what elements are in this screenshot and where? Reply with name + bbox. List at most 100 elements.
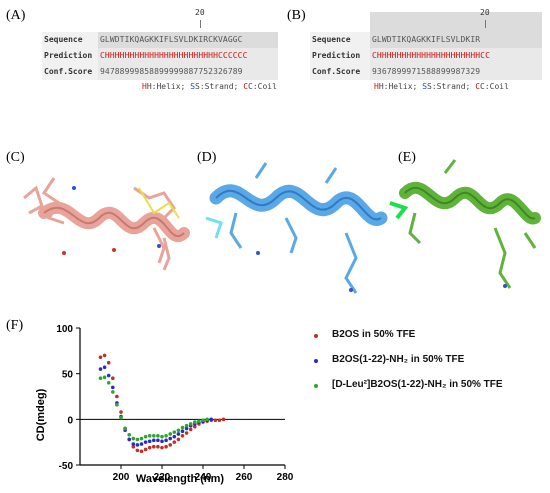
data-point: [123, 426, 127, 431]
legend-marker-d-leu2: [314, 384, 318, 388]
legend-entry-d-leu2: [D-Leu²]B2OS(1-22)-NH₂ in 50% TFE: [332, 379, 503, 390]
data-point: [131, 442, 136, 446]
data-point: [197, 419, 201, 423]
data-point: [143, 440, 148, 444]
chart-marks: [98, 353, 226, 454]
legend-marker-b2os-1-22: [314, 359, 318, 363]
data-point: [188, 427, 193, 432]
data-point: [184, 426, 189, 431]
legend-entry-b2os-1-22: B2OS(1-22)-NH₂ in 50% TFE: [332, 354, 465, 365]
data-point: [193, 420, 197, 424]
data-point: [156, 438, 160, 443]
y-tick-label: -50: [59, 461, 74, 472]
confidence-value: 94788999858899999887752326789: [98, 64, 278, 80]
data-point: [135, 437, 140, 442]
y-tick-label: 100: [56, 324, 73, 335]
structure-d-image: [205, 162, 388, 294]
data-point: [102, 375, 107, 380]
position-tick-mark: [485, 20, 486, 28]
prediction-value: CHHHHHHHHHHHHHHHHHHHHHHHCCCCCC: [98, 48, 278, 64]
data-point: [168, 432, 172, 436]
y-tick-label: 0: [67, 415, 73, 426]
row-label-confidence: Conf.Score: [310, 64, 370, 80]
data-point: [172, 434, 177, 439]
data-point: [106, 381, 111, 385]
data-point: [193, 424, 197, 429]
data-point: [143, 434, 148, 439]
data-point: [106, 373, 111, 378]
header-band: [98, 12, 278, 32]
data-point: [115, 402, 119, 407]
data-point: [176, 432, 181, 436]
data-point: [106, 360, 111, 365]
y-tick-label: 50: [62, 370, 74, 381]
data-point: [139, 442, 144, 446]
row-label-sequence: Sequence: [310, 32, 370, 48]
data-point: [147, 445, 152, 450]
data-point: [102, 353, 107, 358]
data-point: [180, 425, 185, 430]
structure-e-image: [389, 159, 541, 289]
data-point: [172, 440, 177, 444]
panel-label-e: (E): [398, 150, 416, 165]
data-point: [147, 439, 152, 444]
data-point: [135, 443, 140, 447]
data-point: [168, 443, 172, 447]
data-point: [180, 429, 185, 434]
row-label-prediction: Prediction: [42, 48, 98, 64]
header-band: [370, 12, 542, 32]
legend-coil: C:Coil: [480, 82, 509, 91]
legend-helix: H:Helix;: [146, 82, 186, 91]
data-point: [147, 433, 152, 438]
data-point: [127, 433, 131, 437]
prediction-panel-a: 20 Sequence GLWDTIKQAGKKIFLSVLDKIRCKVAGG…: [42, 8, 278, 92]
data-point: [160, 439, 164, 444]
data-point: [156, 433, 160, 438]
data-point: [164, 438, 168, 443]
data-point: [102, 365, 107, 370]
data-point: [131, 436, 136, 441]
data-point: [135, 448, 140, 453]
prediction-value: CHHHHHHHHHHHHHHHHHHHHHCC: [370, 48, 542, 64]
panel-label-c: (C): [6, 150, 25, 165]
legend-helix: H:Helix;: [378, 82, 418, 91]
data-point: [152, 433, 156, 438]
data-point: [176, 428, 181, 433]
data-point: [119, 410, 123, 414]
position-tick-label: 20: [195, 8, 205, 17]
panel-label-a: (A): [6, 8, 26, 23]
data-point: [172, 430, 177, 434]
panel-label-b: (B): [287, 8, 306, 23]
panel-label-f: (F): [6, 318, 24, 333]
data-point: [168, 436, 172, 441]
x-tick-label: 260: [236, 472, 253, 483]
ss-legend: HH:Helix; SS:Strand; CC:Coil: [142, 82, 277, 91]
data-point: [139, 436, 144, 441]
data-point: [143, 447, 148, 452]
chart-axes: 100 50 0 -50 200 220 240 260 280: [56, 324, 293, 483]
data-point: [188, 422, 193, 426]
x-tick-label: 200: [113, 472, 130, 483]
position-tick-mark: [200, 20, 201, 28]
data-point: [184, 423, 189, 428]
data-point: [98, 355, 103, 360]
x-tick-label: 240: [195, 472, 212, 483]
data-point: [111, 385, 115, 390]
data-point: [164, 433, 168, 438]
data-point: [217, 418, 222, 423]
row-label-prediction: Prediction: [310, 48, 370, 64]
position-tick-label: 20: [480, 8, 490, 17]
data-point: [127, 437, 131, 442]
data-point: [115, 394, 119, 399]
sequence-value: GLWDTIKQAGKKIFLSVLDKIR: [370, 32, 542, 48]
data-point: [156, 444, 160, 449]
legend-strand: S:Strand;: [427, 82, 471, 91]
x-tick-label: 280: [277, 472, 294, 483]
data-point: [221, 417, 226, 422]
data-point: [160, 434, 164, 439]
data-point: [201, 418, 205, 423]
row-label-confidence: Conf.Score: [42, 64, 98, 80]
data-point: [205, 417, 209, 422]
data-point: [111, 376, 115, 381]
